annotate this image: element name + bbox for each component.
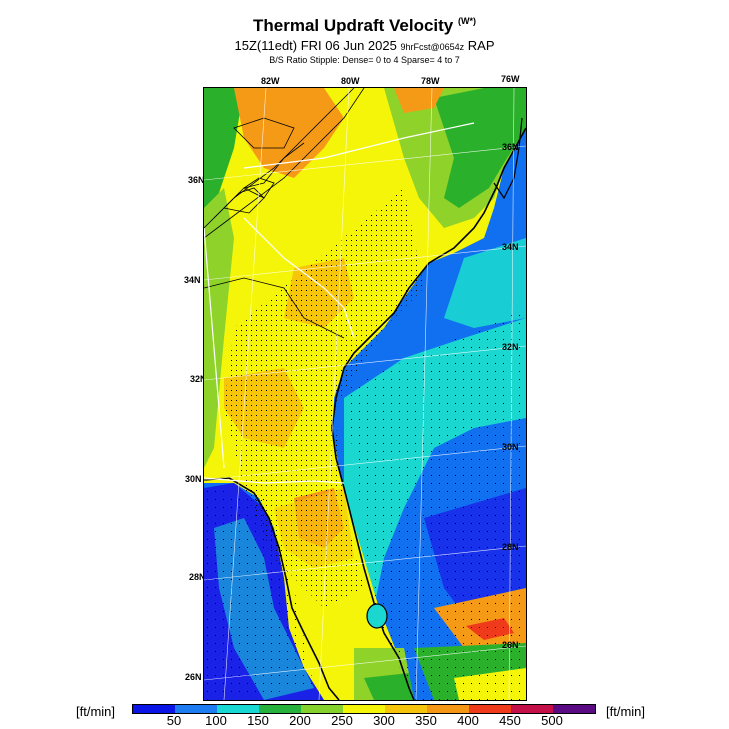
lat-label: 28N (189, 572, 206, 582)
colorbar-unit-right: [ft/min] (606, 704, 646, 719)
lat-label: 26N (185, 672, 202, 682)
stipple-sparse (204, 488, 314, 700)
lon-label: 76W (501, 74, 520, 84)
lat-label: 30N (185, 474, 202, 484)
colorbar-swatch (301, 705, 343, 713)
lat-label-right: 32N (502, 342, 519, 352)
latlon-grid (204, 88, 526, 700)
map-panel: 36N 34N 32N 30N 28N 26N (203, 87, 527, 701)
colorbar-swatch (217, 705, 259, 713)
map-svg: 36N 34N 32N 30N 28N 26N (204, 88, 526, 700)
stipple-atlantic (344, 308, 526, 700)
lon-label: 82W (261, 76, 280, 86)
colorbar-swatch (175, 705, 217, 713)
title-unit: (W*) (458, 16, 476, 26)
pamlico-sound (493, 117, 523, 200)
lon-label: 80W (341, 76, 360, 86)
colorbar-tick-label: 100 (205, 713, 227, 728)
chart-subtitle: 15Z(11edt) FRI 06 Jun 2025 9hrFcst@0654z… (0, 38, 729, 53)
colorbar-tick-label: 500 (541, 713, 563, 728)
land-green-west (204, 88, 244, 228)
colorbar (132, 704, 596, 714)
land-green-coast (434, 88, 526, 208)
colorbar-tick-label: 450 (499, 713, 521, 728)
colorbar-swatch (511, 705, 553, 713)
forecast-info: 9hrFcst@0654z (400, 42, 465, 52)
state-lines (204, 122, 475, 484)
colorbar-tick-label: 150 (247, 713, 269, 728)
terrain-contours (204, 88, 365, 339)
lon-label: 78W (421, 76, 440, 86)
colorbar-tick-label: 250 (331, 713, 353, 728)
colorbar-swatch (469, 705, 511, 713)
atlantic-cyan-north (444, 238, 526, 328)
coastline-gulf (204, 477, 340, 700)
colorbar-tick-label: 300 (373, 713, 395, 728)
lat-label: 36N (188, 175, 205, 185)
chart-title: Thermal Updraft Velocity (W*) (0, 16, 729, 36)
lat-label-right: 30N (502, 442, 519, 452)
land-green-sfl2 (364, 673, 414, 700)
colorbar-swatch (385, 705, 427, 713)
lat-label: 32N (190, 374, 207, 384)
colorbar-swatch (553, 705, 595, 713)
colorbar-swatch (427, 705, 469, 713)
colorbar-tick-label: 350 (415, 713, 437, 728)
land-green-west2 (204, 188, 234, 468)
valid-time: 15Z(11edt) FRI 06 Jun 2025 (234, 38, 397, 53)
colorbar-tick-label: 50 (166, 713, 182, 728)
lat-label-right: 26N (502, 640, 519, 650)
colorbar-tick-label: 200 (289, 713, 311, 728)
lat-label-right: 28N (502, 542, 519, 552)
stipple-note: B/S Ratio Stipple: Dense= 0 to 4 Sparse=… (269, 55, 460, 65)
title-text: Thermal Updraft Velocity (252, 16, 454, 35)
colorbar-unit-left: [ft/min] (76, 704, 116, 719)
lat-label-right: 36N (502, 142, 519, 152)
colorbar-swatch (133, 705, 175, 713)
colorbar-swatch (259, 705, 301, 713)
colorbar-tick-label: 400 (457, 713, 479, 728)
stipple-dense (224, 188, 424, 608)
lake-okeechobee (366, 603, 388, 629)
model-name: RAP (467, 38, 495, 53)
lat-label: 34N (184, 275, 201, 285)
colorbar-swatch (343, 705, 385, 713)
lat-label-right: 34N (502, 242, 519, 252)
